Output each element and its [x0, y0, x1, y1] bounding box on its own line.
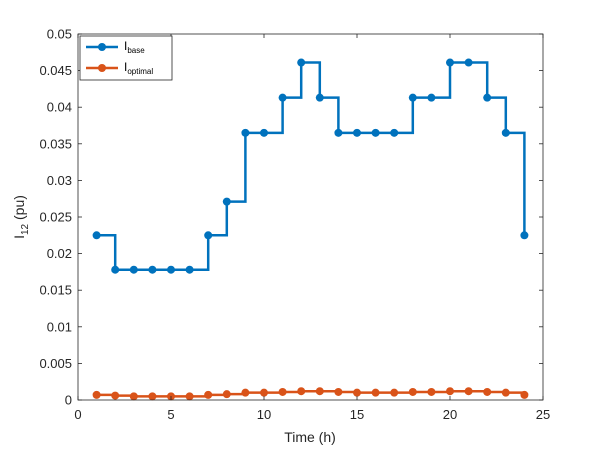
data-point-optimal [185, 392, 194, 401]
data-point-base [464, 58, 473, 67]
legend: Ibase Ioptimal [79, 35, 173, 81]
plot-area [78, 34, 543, 400]
data-point-base [111, 265, 120, 274]
legend-item-base: Ibase [86, 39, 145, 55]
x-axis-label: Time (h) [284, 429, 336, 445]
data-point-base [427, 93, 436, 102]
data-point-base [353, 128, 361, 137]
y-axis-label-rest: (pu) [11, 195, 27, 224]
data-point-base [92, 231, 101, 240]
y-tick-label: 0.05 [47, 27, 72, 42]
x-tick-label: 20 [443, 407, 457, 422]
data-point-base [222, 197, 231, 206]
data-point-optimal [427, 387, 436, 396]
y-tick-label: 0.03 [47, 173, 72, 188]
data-point-optimal [353, 388, 361, 397]
data-point-base [390, 128, 399, 137]
data-point-base [129, 265, 138, 274]
series-base [92, 58, 529, 274]
data-point-optimal [204, 390, 213, 399]
data-point-base [483, 93, 492, 102]
data-point-optimal [334, 387, 343, 396]
y-axis-label: I12 (pu) [11, 195, 31, 239]
data-point-base [241, 128, 250, 137]
legend-label: Ibase [124, 39, 145, 55]
data-point-optimal [222, 390, 231, 399]
y-tick-label: 0.025 [39, 210, 72, 225]
y-tick-label: 0.01 [47, 319, 72, 334]
y-tick-label: 0.02 [47, 246, 72, 261]
y-axis-label-main: I [11, 235, 27, 239]
data-point-optimal [408, 387, 417, 396]
x-tick-label: 25 [536, 407, 550, 422]
series-layer [92, 58, 529, 401]
x-tick-label: 0 [74, 407, 81, 422]
data-point-base [371, 128, 380, 137]
y-tick-label: 0 [65, 393, 72, 408]
data-point-optimal [464, 387, 473, 396]
data-point-optimal [111, 391, 120, 400]
y-tick-label: 0.035 [39, 136, 72, 151]
data-point-base [204, 231, 213, 240]
data-point-optimal [446, 387, 454, 396]
legend-swatch-marker [98, 43, 106, 51]
data-point-base [501, 128, 510, 137]
data-point-base [278, 93, 287, 102]
y-axis-label-sub: 12 [20, 223, 31, 235]
y-tick-label: 0.015 [39, 283, 72, 298]
data-point-base [315, 93, 324, 102]
data-point-optimal [241, 388, 250, 397]
data-point-optimal [483, 387, 492, 396]
data-point-optimal [148, 392, 157, 401]
data-point-optimal [315, 387, 324, 396]
ticks-layer: 0 5 10 15 20 25 0 0.005 0.01 0.015 0.02 0.025 0.03 0.… [39, 27, 550, 423]
data-point-optimal [260, 388, 268, 397]
legend-swatch-marker [98, 64, 106, 72]
data-point-base [334, 128, 343, 137]
legend-box [79, 35, 173, 81]
y-tick-label: 0.04 [47, 100, 72, 115]
x-tick-label: 10 [257, 407, 271, 422]
data-point-optimal [390, 388, 399, 397]
data-point-optimal [129, 392, 138, 401]
data-point-base [446, 58, 454, 67]
x-tick-label: 15 [350, 407, 364, 422]
data-point-base [297, 58, 306, 67]
series-optimal [92, 387, 529, 401]
x-tick-label: 5 [167, 407, 174, 422]
data-point-optimal [278, 387, 287, 396]
y-tick-label: 0.005 [39, 356, 72, 371]
data-point-base [185, 265, 194, 274]
data-point-base [148, 265, 157, 274]
data-point-optimal [371, 388, 380, 397]
data-point-base [520, 231, 529, 240]
data-point-base [408, 93, 417, 102]
data-point-optimal [520, 390, 529, 399]
legend-item-optimal: Ioptimal [86, 60, 153, 76]
data-point-optimal [92, 390, 101, 399]
data-point-optimal [297, 387, 306, 396]
data-point-base [260, 128, 268, 137]
legend-label: Ioptimal [124, 60, 153, 76]
data-point-optimal [501, 388, 510, 397]
y-tick-label: 0.045 [39, 63, 72, 78]
data-point-base [167, 265, 175, 274]
